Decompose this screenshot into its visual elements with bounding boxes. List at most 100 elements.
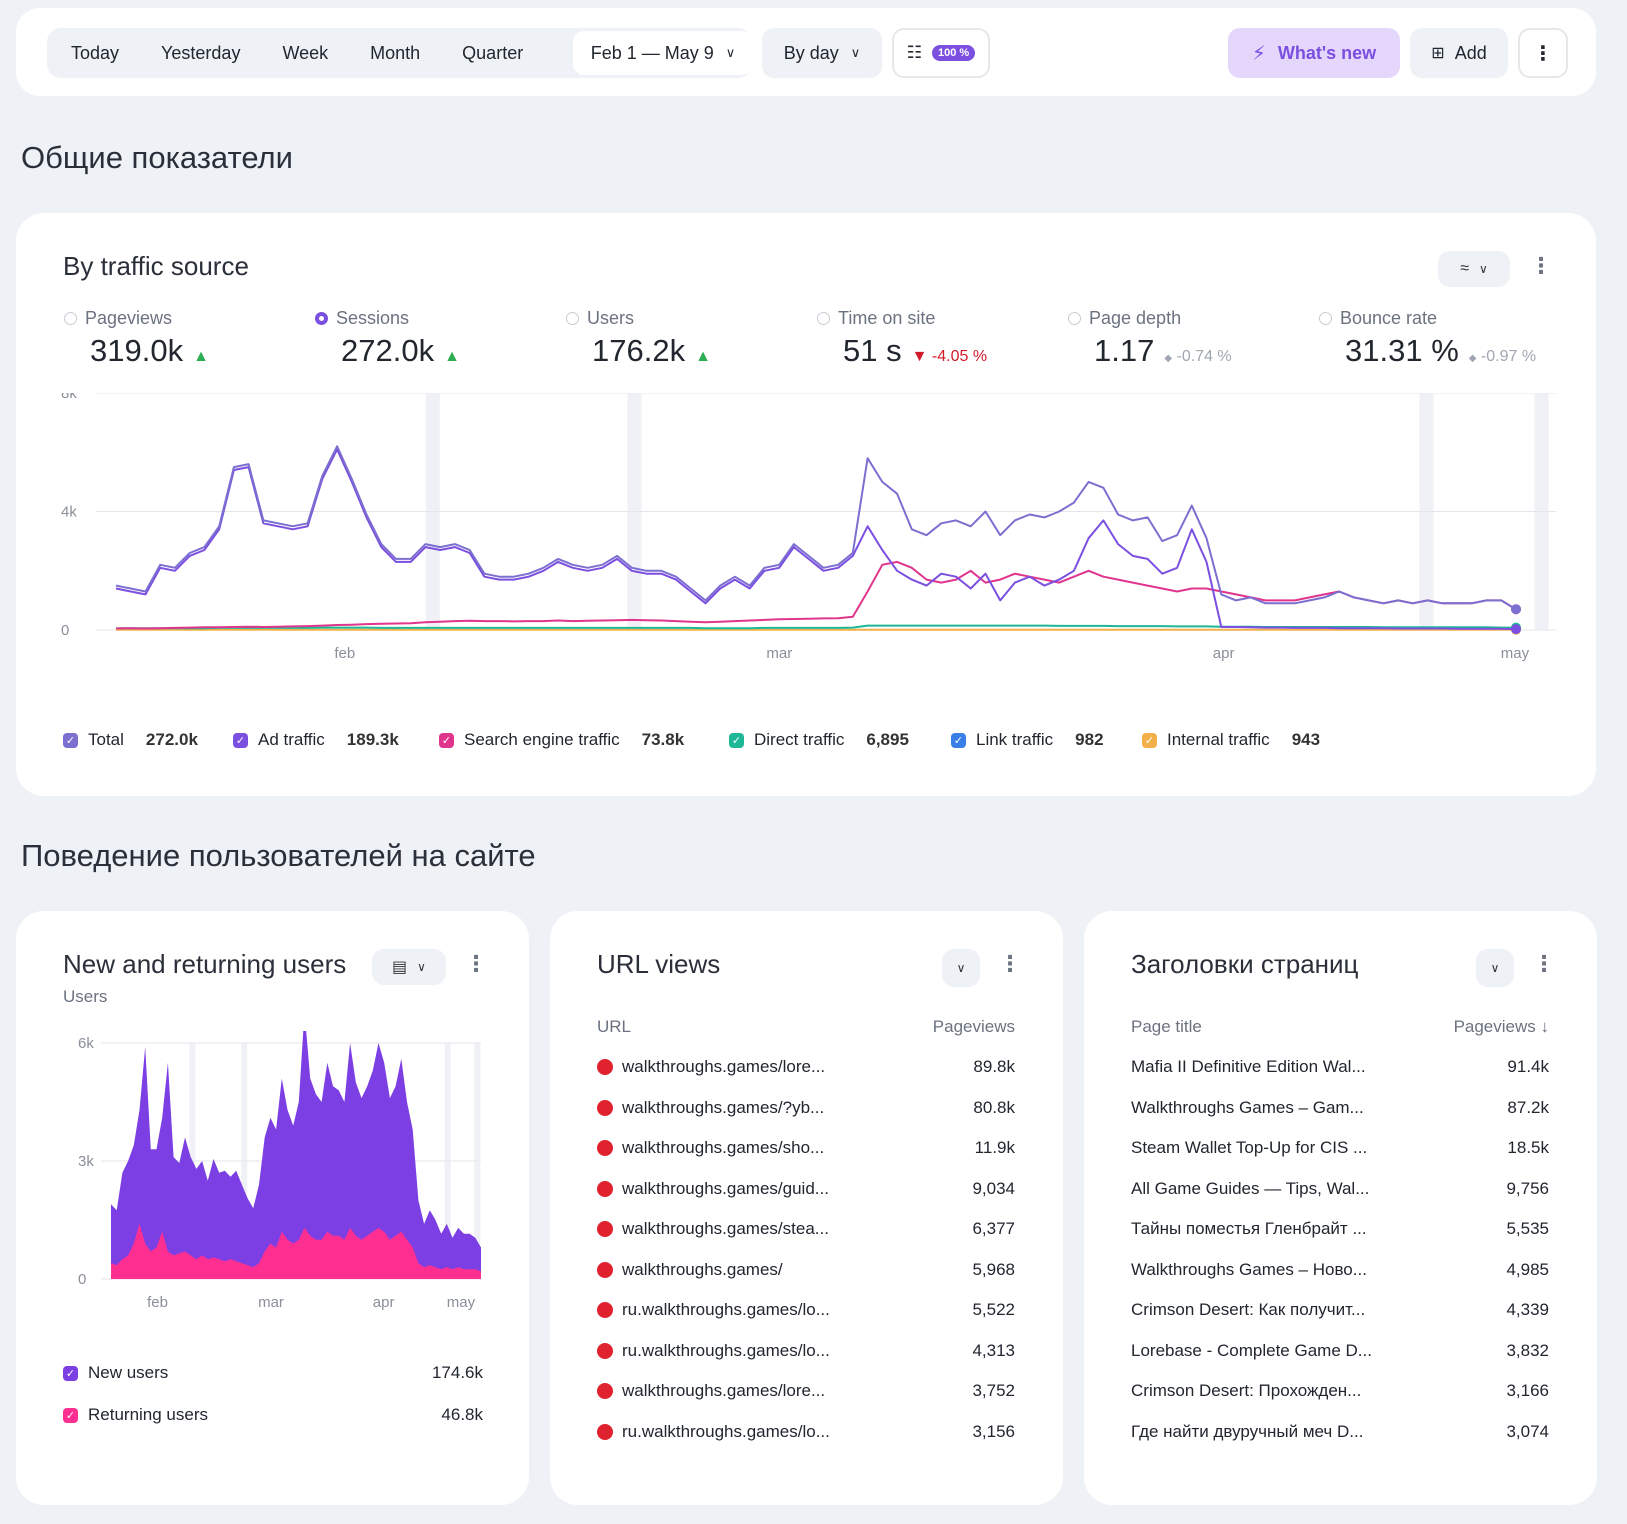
metric-value: 31.31 % — [1345, 333, 1459, 368]
legend-item-returning-users[interactable]: ✓ Returning users 46.8k — [63, 1405, 483, 1425]
url-cell[interactable]: walkthroughs.games/guid... — [622, 1178, 829, 1198]
column-header-pageviews[interactable]: Pageviews ↓ — [1453, 1017, 1549, 1036]
favicon-icon — [597, 1261, 613, 1278]
legend-value: 6,895 — [866, 730, 909, 749]
table-row[interactable]: ru.walkthroughs.games/lo... 4,313 — [597, 1341, 1015, 1361]
title-cell: Mafia II Definitive Edition Wal... — [1131, 1057, 1366, 1076]
table-row[interactable]: walkthroughs.games/sho... 11.9k — [597, 1138, 1015, 1158]
new-returning-area-chart[interactable]: 6k 3k 0 feb mar apr may — [36, 1031, 506, 1321]
checkbox-icon: ✓ — [439, 732, 454, 748]
trend-up-icon: ▲ — [444, 348, 460, 365]
url-cell[interactable]: walkthroughs.games/?yb... — [622, 1097, 825, 1117]
y-tick-label: 6k — [78, 1035, 94, 1052]
column-header-pageviews[interactable]: Pageviews — [932, 1017, 1015, 1036]
legend-value: 46.8k — [441, 1405, 483, 1424]
metric-sessions[interactable]: Sessions 272.0k ▲ — [315, 308, 460, 369]
area-returning-users[interactable] — [111, 1223, 481, 1279]
sampling-button[interactable]: ☷ 100 % — [892, 28, 990, 78]
period-today[interactable]: Today — [71, 42, 120, 63]
table-row[interactable]: Mafia II Definitive Edition Wal... 91.4k — [1131, 1057, 1549, 1077]
table-row[interactable]: Где найти двуручный меч D... 3,074 — [1131, 1422, 1549, 1442]
table-row[interactable]: walkthroughs.games/lore... 89.8k — [597, 1057, 1015, 1077]
grouping-button[interactable]: By day ∨ — [762, 28, 882, 78]
traffic-source-card: By traffic source ≈ ∨ ⋮ Pageviews 319.0k… — [16, 213, 1596, 796]
table-row[interactable]: Walkthroughs Games – Gam... 87.2k — [1131, 1098, 1549, 1118]
chart-type-selector[interactable]: ▤ ∨ — [372, 949, 446, 985]
url-cell[interactable]: ru.walkthroughs.games/lo... — [622, 1300, 830, 1319]
series-line-ad-traffic[interactable] — [115, 448, 1517, 631]
kebab-icon[interactable]: ⋮ — [1530, 253, 1552, 278]
series-line-search-engine-traffic[interactable] — [115, 560, 1517, 630]
table-row[interactable]: All Game Guides — Tips, Wal... 9,756 — [1131, 1179, 1549, 1199]
date-range-button[interactable]: Feb 1 — May 9 ∨ — [573, 31, 753, 75]
legend-item-new-users[interactable]: ✓ New users 174.6k — [63, 1363, 483, 1383]
url-cell[interactable]: walkthroughs.games/sho... — [622, 1138, 825, 1157]
table-row[interactable]: Crimson Desert: Как получит... 4,339 — [1131, 1300, 1549, 1320]
add-button[interactable]: ⊞ Add — [1410, 28, 1508, 78]
checkbox-icon: ✓ — [951, 732, 966, 748]
title-cell: Steam Wallet Top-Up for CIS ... — [1131, 1138, 1368, 1157]
chevron-down-icon: ∨ — [956, 961, 966, 975]
pageviews-cell: 11.9k — [974, 1138, 1015, 1157]
table-row[interactable]: Walkthroughs Games – Ново... 4,985 — [1131, 1260, 1549, 1280]
table-row[interactable]: walkthroughs.games/stea... 6,377 — [597, 1219, 1015, 1239]
legend-item-direct[interactable]: ✓ Direct traffic 6,895 — [729, 730, 909, 750]
metric-users[interactable]: Users 176.2k ▲ — [566, 308, 711, 369]
period-quarter[interactable]: Quarter — [462, 42, 524, 63]
area-new-users[interactable] — [111, 1031, 481, 1279]
x-tick-label: mar — [766, 645, 792, 662]
url-cell[interactable]: walkthroughs.games/stea... — [622, 1219, 829, 1238]
checkbox-icon: ✓ — [63, 732, 78, 748]
table-row[interactable]: walkthroughs.games/?yb... 80.8k — [597, 1098, 1015, 1118]
table-row[interactable]: Тайны поместья Гленбрайт ... 5,535 — [1131, 1219, 1549, 1239]
trend-up-icon: ▲ — [695, 348, 711, 365]
dropdown-button[interactable]: ∨ — [942, 949, 980, 987]
new-returning-title: New and returning users — [63, 949, 347, 979]
url-cell[interactable]: ru.walkthroughs.games/lo... — [622, 1340, 830, 1360]
legend-item-total[interactable]: ✓ Total 272.0k — [63, 730, 198, 750]
period-week[interactable]: Week — [282, 42, 329, 63]
title-cell: Walkthroughs Games – Ново... — [1131, 1259, 1367, 1279]
trend-down-icon: ▼ — [911, 348, 928, 365]
kebab-icon[interactable]: ⋮ — [999, 951, 1021, 976]
legend-label: Direct traffic — [754, 730, 845, 749]
kebab-icon[interactable]: ⋮ — [465, 951, 487, 976]
lightning-icon: ⚡ — [1251, 42, 1266, 65]
traffic-line-chart[interactable]: 8k 4k 0 feb mar apr may — [36, 393, 1576, 693]
table-row[interactable]: walkthroughs.games/guid... 9,034 — [597, 1179, 1015, 1199]
table-row[interactable]: ru.walkthroughs.games/lo... 5,522 — [597, 1300, 1015, 1320]
kebab-icon: ⋮ — [1533, 42, 1553, 65]
period-yesterday[interactable]: Yesterday — [161, 42, 241, 63]
metric-bounce-rate[interactable]: Bounce rate 31.31 % ◆ -0.97 % — [1319, 308, 1536, 369]
url-cell[interactable]: walkthroughs.games/lore... — [622, 1057, 826, 1076]
kebab-icon[interactable]: ⋮ — [1533, 951, 1555, 976]
pageviews-cell: 3,156 — [972, 1421, 1015, 1441]
period-month[interactable]: Month — [370, 42, 421, 63]
table-row[interactable]: Lorebase - Complete Game D... 3,832 — [1131, 1341, 1549, 1361]
series-line-total[interactable] — [115, 445, 1517, 611]
metric-page-depth[interactable]: Page depth 1.17 ◆ -0.74 % — [1068, 308, 1232, 369]
url-cell[interactable]: walkthroughs.games/lore... — [622, 1381, 826, 1400]
table-row[interactable]: walkthroughs.games/lore... 3,752 — [597, 1381, 1015, 1401]
metric-pageviews[interactable]: Pageviews 319.0k ▲ — [64, 308, 209, 369]
period-selector: Today Yesterday Week Month Quarter Feb 1… — [47, 28, 753, 78]
pageviews-cell: 4,313 — [972, 1340, 1015, 1360]
table-row[interactable]: Crimson Desert: Прохожден... 3,166 — [1131, 1381, 1549, 1401]
legend-item-ad[interactable]: ✓ Ad traffic 189.3k — [233, 730, 399, 750]
legend-item-search[interactable]: ✓ Search engine traffic 73.8k — [439, 730, 684, 750]
url-cell[interactable]: walkthroughs.games/ — [622, 1259, 783, 1279]
pageviews-cell: 89.8k — [973, 1057, 1015, 1076]
line-chart-icon: ≈ — [1460, 260, 1469, 277]
more-button[interactable]: ⋮ — [1518, 28, 1568, 78]
legend-label: Total — [88, 730, 124, 749]
table-row[interactable]: Steam Wallet Top-Up for CIS ... 18.5k — [1131, 1138, 1549, 1158]
chart-type-selector[interactable]: ≈ ∨ — [1438, 251, 1510, 287]
whats-new-button[interactable]: ⚡ What's new — [1228, 28, 1400, 78]
table-row[interactable]: ru.walkthroughs.games/lo... 3,156 — [597, 1422, 1015, 1442]
legend-item-link[interactable]: ✓ Link traffic 982 — [951, 730, 1104, 750]
table-row[interactable]: walkthroughs.games/5,968 — [597, 1260, 1015, 1280]
legend-item-internal[interactable]: ✓ Internal traffic 943 — [1142, 730, 1320, 750]
metric-time-on-site[interactable]: Time on site 51 s ▼ -4.05 % — [817, 308, 987, 369]
dropdown-button[interactable]: ∨ — [1476, 949, 1514, 987]
url-cell[interactable]: ru.walkthroughs.games/lo... — [622, 1421, 830, 1441]
